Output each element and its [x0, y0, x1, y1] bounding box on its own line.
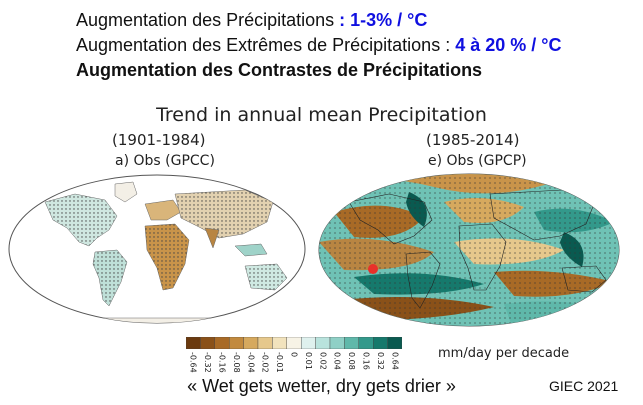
right-map-field [319, 174, 619, 326]
colorbar-tick-label: 0 [290, 352, 299, 357]
left-map-landmasses [44, 181, 288, 323]
colorbar-tick-label: -0.08 [232, 352, 241, 373]
colorbar-tick-label: -0.16 [218, 352, 227, 373]
header-line-1: Augmentation des Précipitations : 1-3% /… [76, 10, 427, 31]
quote-text: « Wet gets wetter, dry gets drier » [187, 376, 456, 396]
colorbar-swatch [300, 337, 316, 349]
right-panel-period: (1985-2014) [426, 131, 520, 149]
colorbar-tick-label: 0.08 [347, 352, 356, 370]
colorbar-swatch [286, 337, 302, 349]
colorbar-swatch [329, 337, 345, 349]
colorbar-swatch [229, 337, 244, 349]
colorbar-swatch [243, 337, 259, 349]
highlight-marker [368, 264, 378, 274]
colorbar-tick-label: 0.02 [318, 352, 327, 370]
colorbar-tick-labels: -0.64 -0.32 -0.16 -0.08 -0.04 -0.02 -0.01 0 0.01… [189, 352, 400, 373]
left-map-gpcc [8, 174, 306, 324]
colorbar-swatch [387, 337, 402, 349]
colorbar-swatch [358, 337, 374, 349]
colorbar-tick-label: -0.04 [246, 352, 255, 373]
colorbar-unit: mm/day per decade [438, 346, 570, 361]
header-line-2-value: 4 à 20 % / °C [455, 35, 562, 55]
header-line-2-text: Augmentation des Extrêmes de Précipitati… [76, 35, 456, 55]
colorbar-swatch [315, 337, 331, 349]
header-line-3: Augmentation des Contrastes de Précipita… [76, 60, 483, 80]
colorbar-tick-label: 0.01 [304, 352, 313, 370]
colorbar-tick-label: -0.01 [275, 352, 284, 373]
figure-title: Trend in annual mean Precipitation [156, 104, 487, 126]
colorbar-tick-label: -0.02 [261, 352, 270, 373]
colorbar [186, 337, 402, 349]
header-line-2: Augmentation des Extrêmes de Précipitati… [76, 35, 561, 56]
colorbar-tick-label: 0.04 [333, 352, 342, 370]
colorbar-swatch [257, 337, 273, 349]
colorbar-tick-label: 0.64 [390, 352, 399, 370]
colorbar-tick-label: -0.64 [189, 352, 198, 373]
colorbar-swatch [272, 337, 288, 349]
header-line-1-text: Augmentation des Précipitations [76, 10, 340, 30]
colorbar-swatch [186, 337, 201, 349]
left-panel-label: a) Obs (GPCC) [115, 153, 215, 169]
colorbar-swatch [200, 337, 215, 349]
source-credit: GIEC 2021 [549, 378, 619, 394]
colorbar-tick-label: -0.32 [203, 352, 212, 373]
header-line-1-value: : 1-3% / °C [339, 10, 428, 30]
colorbar-swatch [372, 337, 388, 349]
right-panel-label: e) Obs (GPCP) [428, 153, 527, 169]
colorbar-tick-label: 0.32 [376, 352, 385, 370]
colorbar-swatch [344, 337, 359, 349]
right-map-gpcp [318, 173, 620, 327]
colorbar-tick-label: 0.16 [362, 352, 371, 370]
left-panel-period: (1901-1984) [112, 131, 206, 149]
colorbar-swatch [214, 337, 230, 349]
